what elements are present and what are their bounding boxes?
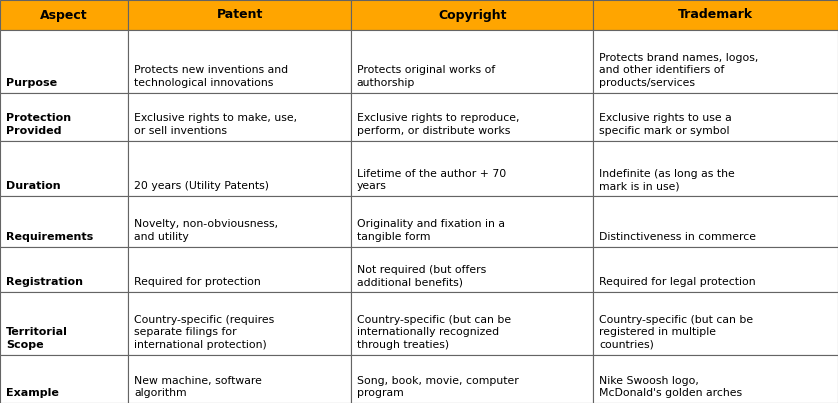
Bar: [0, 196, 128, 247]
Bar: [351, 30, 593, 93]
Bar: [0, 292, 128, 355]
Text: Required for legal protection: Required for legal protection: [599, 277, 756, 287]
Bar: [128, 196, 351, 247]
Bar: [351, 196, 593, 247]
Text: Protects brand names, logos,
and other identifiers of
products/services: Protects brand names, logos, and other i…: [599, 53, 758, 87]
Text: Country-specific (but can be
internationally recognized
through treaties): Country-specific (but can be internation…: [357, 315, 511, 350]
Text: Exclusive rights to make, use,
or sell inventions: Exclusive rights to make, use, or sell i…: [134, 113, 297, 136]
Bar: [351, 292, 593, 355]
Bar: [593, 0, 838, 30]
Text: Indefinite (as long as the
mark is in use): Indefinite (as long as the mark is in us…: [599, 168, 735, 191]
Text: Protects original works of
authorship: Protects original works of authorship: [357, 65, 495, 87]
Bar: [593, 141, 838, 196]
Text: Duration: Duration: [6, 181, 60, 191]
Text: New machine, software
algorithm: New machine, software algorithm: [134, 376, 262, 398]
Bar: [593, 247, 838, 292]
Text: Copyright: Copyright: [438, 8, 506, 21]
Text: Novelty, non-obviousness,
and utility: Novelty, non-obviousness, and utility: [134, 219, 278, 241]
Bar: [128, 355, 351, 403]
Text: Aspect: Aspect: [40, 8, 88, 21]
Bar: [593, 93, 838, 141]
Bar: [351, 141, 593, 196]
Bar: [0, 141, 128, 196]
Text: Country-specific (but can be
registered in multiple
countries): Country-specific (but can be registered …: [599, 315, 753, 350]
Bar: [128, 0, 351, 30]
Text: Originality and fixation in a
tangible form: Originality and fixation in a tangible f…: [357, 219, 504, 241]
Text: Registration: Registration: [6, 277, 83, 287]
Bar: [128, 30, 351, 93]
Bar: [128, 93, 351, 141]
Bar: [128, 141, 351, 196]
Bar: [351, 355, 593, 403]
Text: Exclusive rights to reproduce,
perform, or distribute works: Exclusive rights to reproduce, perform, …: [357, 113, 520, 136]
Text: 20 years (Utility Patents): 20 years (Utility Patents): [134, 181, 269, 191]
Bar: [351, 93, 593, 141]
Text: Trademark: Trademark: [678, 8, 753, 21]
Bar: [593, 30, 838, 93]
Bar: [593, 292, 838, 355]
Text: Patent: Patent: [216, 8, 263, 21]
Text: Territorial
Scope: Territorial Scope: [6, 328, 68, 350]
Bar: [0, 355, 128, 403]
Bar: [0, 247, 128, 292]
Text: Purpose: Purpose: [6, 77, 57, 87]
Text: Requirements: Requirements: [6, 232, 93, 241]
Text: Lifetime of the author + 70
years: Lifetime of the author + 70 years: [357, 168, 506, 191]
Bar: [351, 0, 593, 30]
Bar: [351, 247, 593, 292]
Text: Distinctiveness in commerce: Distinctiveness in commerce: [599, 232, 757, 241]
Text: Not required (but offers
additional benefits): Not required (but offers additional bene…: [357, 265, 486, 287]
Bar: [0, 30, 128, 93]
Text: Protects new inventions and
technological innovations: Protects new inventions and technologica…: [134, 65, 288, 87]
Bar: [593, 196, 838, 247]
Text: Exclusive rights to use a
specific mark or symbol: Exclusive rights to use a specific mark …: [599, 113, 732, 136]
Bar: [0, 0, 128, 30]
Text: Example: Example: [6, 388, 59, 398]
Bar: [593, 355, 838, 403]
Bar: [128, 292, 351, 355]
Text: Required for protection: Required for protection: [134, 277, 261, 287]
Text: Song, book, movie, computer
program: Song, book, movie, computer program: [357, 376, 519, 398]
Text: Protection
Provided: Protection Provided: [6, 113, 71, 136]
Bar: [128, 247, 351, 292]
Text: Nike Swoosh logo,
McDonald's golden arches: Nike Swoosh logo, McDonald's golden arch…: [599, 376, 742, 398]
Text: Country-specific (requires
separate filings for
international protection): Country-specific (requires separate fili…: [134, 315, 275, 350]
Bar: [0, 93, 128, 141]
